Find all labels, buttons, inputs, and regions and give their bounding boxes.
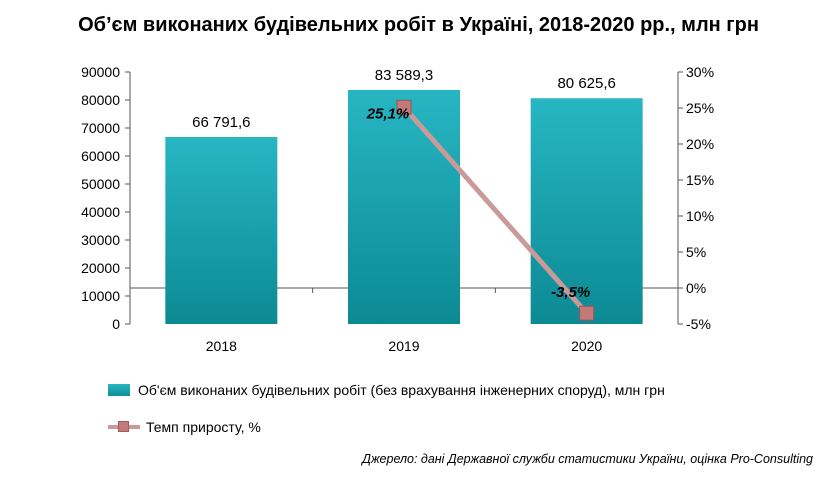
legend-line-swatch xyxy=(108,421,140,433)
line-series-path xyxy=(402,105,589,315)
y-left-tick-label: 20000 xyxy=(81,260,120,276)
y-left-tick-label: 30000 xyxy=(81,232,120,248)
y-left-tick-label: 90000 xyxy=(81,64,120,80)
legend-label-line: Темп приросту, % xyxy=(146,419,261,435)
y-left-tick-label: 10000 xyxy=(81,288,120,304)
bar xyxy=(530,98,643,324)
legend-item-line: Темп приросту, % xyxy=(108,419,261,435)
line-value-label: 25,1% xyxy=(366,105,410,122)
y-left-tick-label: 40000 xyxy=(81,204,120,220)
y-right-tick-label: 20% xyxy=(686,136,714,152)
y-right-tick-label: 0% xyxy=(686,280,706,296)
bar xyxy=(348,89,460,325)
y-right-tick-label: -5% xyxy=(686,316,711,332)
x-tick-label: 2019 xyxy=(388,338,419,354)
y-right-tick-label: 5% xyxy=(686,244,706,260)
y-right-tick-label: 10% xyxy=(686,208,714,224)
y-right-tick-label: 25% xyxy=(686,100,714,116)
source-note: Джерело: дані Державної служби статистик… xyxy=(362,452,813,466)
y-left-tick-label: 50000 xyxy=(81,176,120,192)
line-value-label: -3,5% xyxy=(551,284,590,301)
chart-title: Об’єм виконаних будівельних робіт в Укра… xyxy=(78,14,759,36)
y-right-tick-label: 15% xyxy=(686,172,714,188)
line-point-marker xyxy=(579,305,595,321)
bar-value-label: 80 625,6 xyxy=(557,75,615,92)
legend-bar-swatch xyxy=(108,384,130,396)
y-left-tick-label: 0 xyxy=(112,316,120,332)
x-tick-label: 2018 xyxy=(206,338,237,354)
x-tick-label: 2020 xyxy=(571,338,602,354)
line-point-marker xyxy=(396,99,412,115)
bar-value-label: 66 791,6 xyxy=(192,114,250,131)
y-right-tick-label: 30% xyxy=(686,64,714,80)
legend-label-bars: Об'єм виконаних будівельних робіт (без в… xyxy=(138,382,665,398)
y-left-tick-label: 60000 xyxy=(81,148,120,164)
y-left-tick-label: 80000 xyxy=(81,92,120,108)
bar-value-label: 83 589,3 xyxy=(375,67,433,84)
bar xyxy=(165,136,278,324)
y-left-tick-label: 70000 xyxy=(81,120,120,136)
legend-item-bars: Об'єм виконаних будівельних робіт (без в… xyxy=(108,382,665,398)
